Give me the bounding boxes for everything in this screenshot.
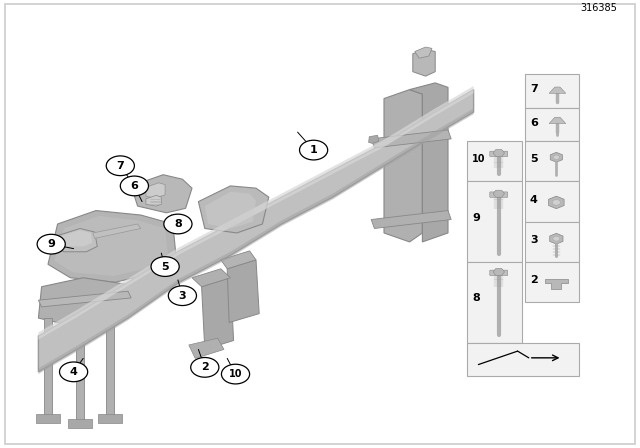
Circle shape <box>168 286 196 306</box>
Text: 8: 8 <box>472 293 480 303</box>
Polygon shape <box>550 152 563 162</box>
Text: 2: 2 <box>530 275 538 285</box>
Polygon shape <box>493 150 504 156</box>
Text: 5: 5 <box>161 262 169 271</box>
Circle shape <box>553 155 559 159</box>
Polygon shape <box>549 87 566 93</box>
Polygon shape <box>227 260 259 323</box>
Polygon shape <box>384 90 422 242</box>
Text: 10: 10 <box>228 369 243 379</box>
Circle shape <box>552 200 561 205</box>
FancyBboxPatch shape <box>490 192 508 197</box>
Polygon shape <box>202 278 234 349</box>
Text: 3: 3 <box>179 291 186 301</box>
FancyBboxPatch shape <box>525 108 579 141</box>
Text: 8: 8 <box>174 219 182 229</box>
Polygon shape <box>369 135 379 143</box>
Polygon shape <box>549 117 566 124</box>
FancyBboxPatch shape <box>525 74 579 108</box>
Text: 4: 4 <box>70 367 77 377</box>
Text: 3: 3 <box>530 235 538 245</box>
Polygon shape <box>371 130 451 148</box>
Circle shape <box>553 236 560 241</box>
Polygon shape <box>54 216 168 276</box>
Polygon shape <box>98 414 122 423</box>
Text: 5: 5 <box>530 154 538 164</box>
Polygon shape <box>415 47 432 58</box>
Circle shape <box>60 362 88 382</box>
Text: 316385: 316385 <box>580 4 618 13</box>
Text: 6: 6 <box>530 118 538 128</box>
Circle shape <box>164 214 192 234</box>
FancyBboxPatch shape <box>467 262 522 343</box>
Polygon shape <box>493 190 504 197</box>
Text: 2: 2 <box>201 362 209 372</box>
Polygon shape <box>68 419 92 428</box>
Polygon shape <box>413 49 435 76</box>
Polygon shape <box>38 90 474 372</box>
Polygon shape <box>131 175 192 213</box>
Circle shape <box>120 176 148 196</box>
Polygon shape <box>548 196 564 209</box>
Polygon shape <box>48 211 176 282</box>
Circle shape <box>300 140 328 160</box>
Polygon shape <box>493 268 504 276</box>
Polygon shape <box>550 233 563 244</box>
Text: 9: 9 <box>47 239 55 249</box>
Polygon shape <box>189 338 224 358</box>
Polygon shape <box>44 318 52 417</box>
Polygon shape <box>38 278 134 327</box>
Text: 4: 4 <box>530 194 538 205</box>
Text: 6: 6 <box>131 181 138 191</box>
Polygon shape <box>54 228 97 252</box>
FancyBboxPatch shape <box>490 151 508 156</box>
FancyBboxPatch shape <box>490 270 508 276</box>
Text: 1: 1 <box>310 145 317 155</box>
Polygon shape <box>545 279 568 289</box>
Text: 7: 7 <box>530 84 538 94</box>
Polygon shape <box>198 186 269 233</box>
Polygon shape <box>371 211 451 228</box>
Polygon shape <box>146 183 165 198</box>
FancyBboxPatch shape <box>467 343 579 376</box>
Circle shape <box>106 156 134 176</box>
Polygon shape <box>38 108 474 374</box>
FancyBboxPatch shape <box>467 181 522 262</box>
Polygon shape <box>410 83 448 242</box>
Circle shape <box>191 358 219 377</box>
FancyBboxPatch shape <box>525 141 579 181</box>
Polygon shape <box>56 230 92 246</box>
Polygon shape <box>205 192 256 228</box>
Text: 9: 9 <box>472 213 480 223</box>
Polygon shape <box>221 251 256 269</box>
FancyBboxPatch shape <box>525 181 579 222</box>
FancyBboxPatch shape <box>525 262 579 302</box>
Text: 7: 7 <box>116 161 124 171</box>
Circle shape <box>151 257 179 276</box>
Polygon shape <box>76 327 84 421</box>
Polygon shape <box>93 224 141 238</box>
FancyBboxPatch shape <box>467 141 522 181</box>
Polygon shape <box>106 323 114 417</box>
Polygon shape <box>36 414 60 423</box>
Polygon shape <box>38 291 131 307</box>
Circle shape <box>221 364 250 384</box>
Polygon shape <box>146 195 161 206</box>
Polygon shape <box>38 86 474 340</box>
FancyBboxPatch shape <box>525 222 579 262</box>
Circle shape <box>37 234 65 254</box>
Polygon shape <box>192 269 230 287</box>
Text: 10: 10 <box>472 154 486 164</box>
